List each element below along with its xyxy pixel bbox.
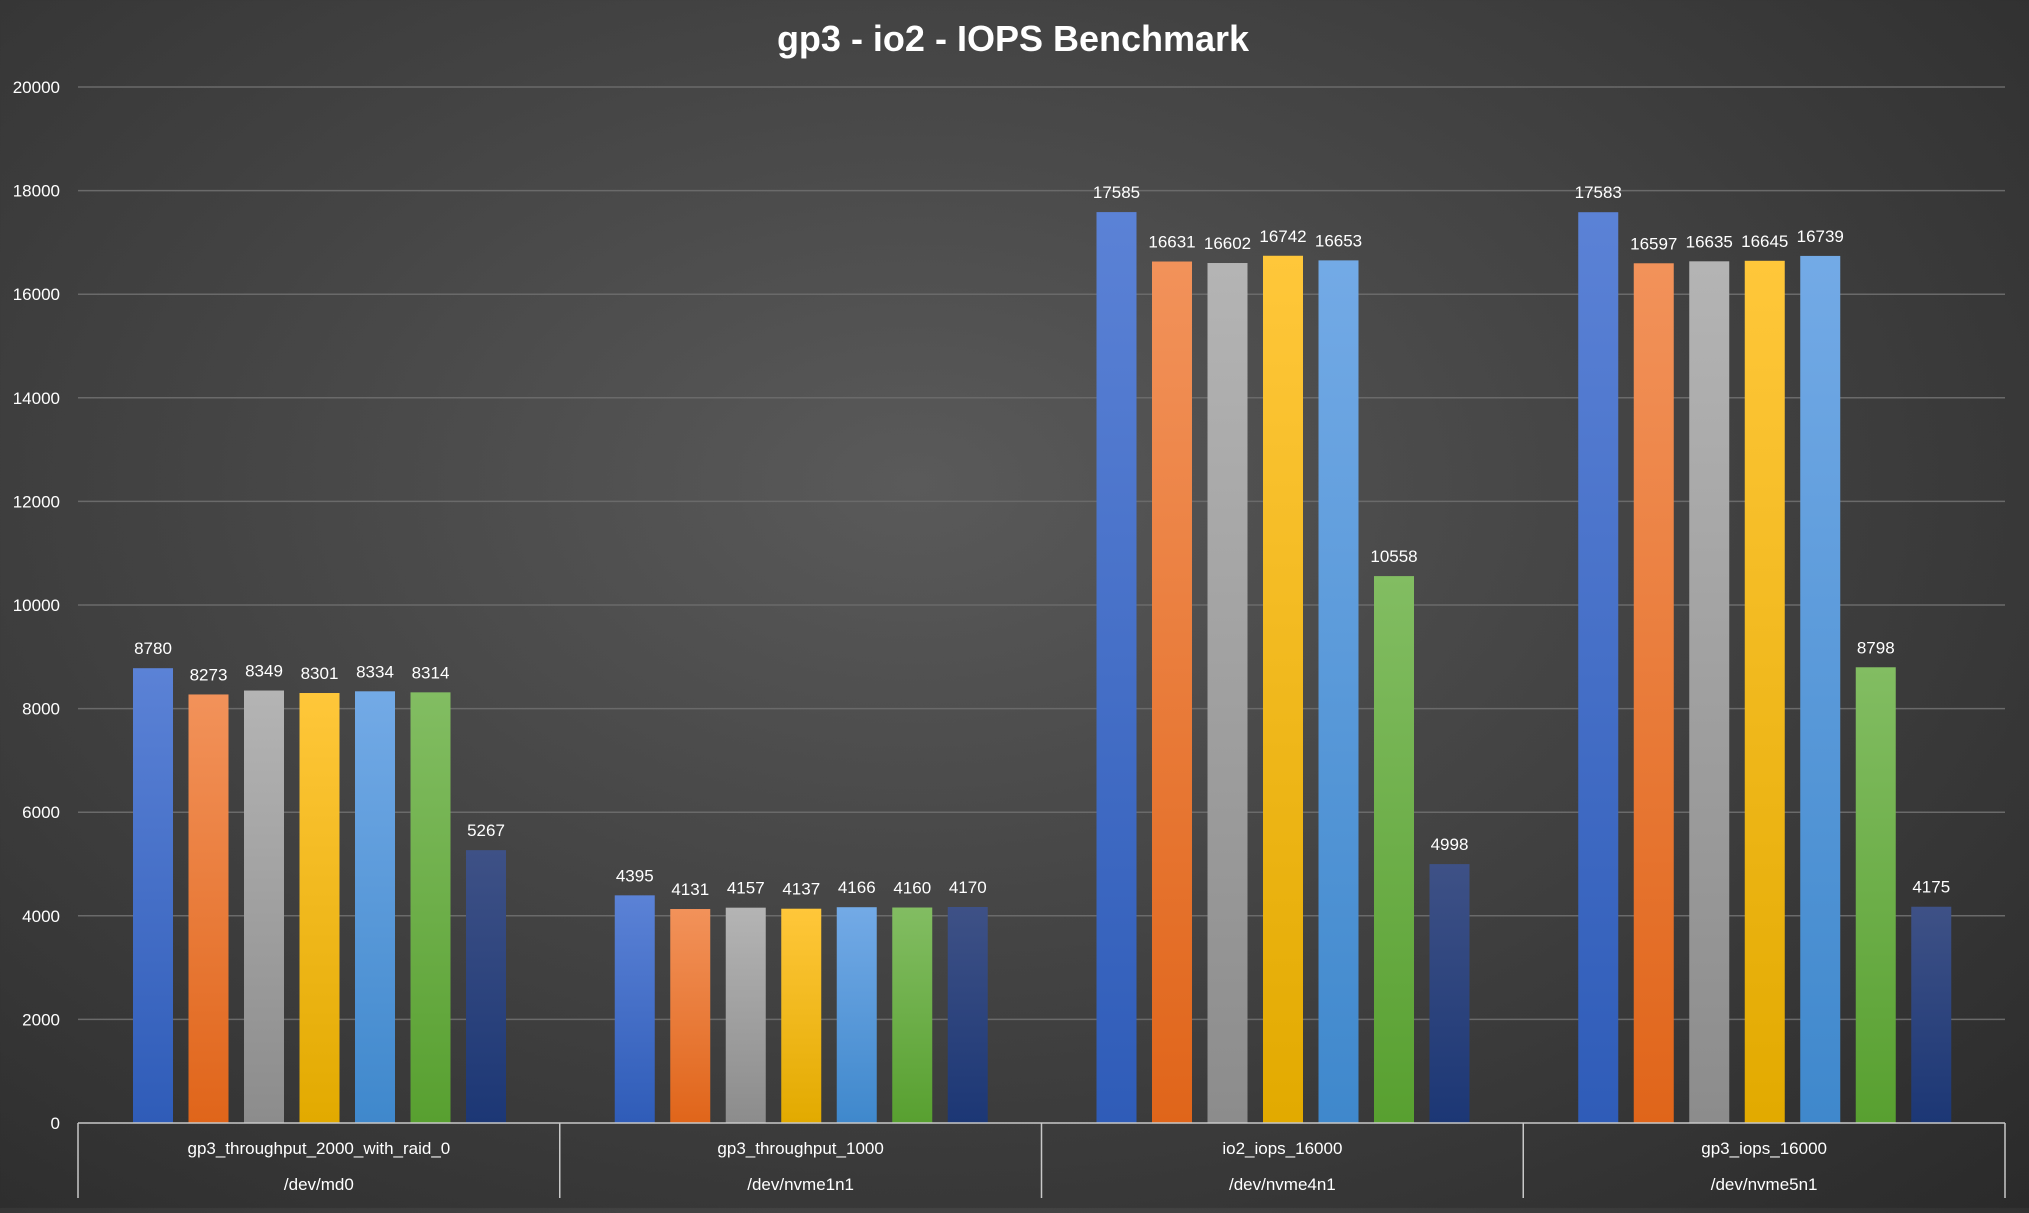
x-subcategory-label: /dev/md0	[284, 1175, 354, 1194]
bar-value-label: 16597	[1630, 234, 1677, 253]
y-tick-label: 6000	[22, 803, 60, 822]
bar-value-label: 4998	[1431, 835, 1469, 854]
bar	[1911, 906, 1952, 1123]
chart-title: gp3 - io2 - IOPS Benchmark	[777, 18, 1250, 59]
bar	[244, 690, 284, 1123]
bar-value-label: 16602	[1204, 234, 1251, 253]
bar-value-label: 4131	[671, 880, 709, 899]
gridlines	[78, 86, 2005, 1021]
bar-value-label: 5267	[467, 821, 505, 840]
x-category-label: gp3_iops_16000	[1701, 1139, 1827, 1158]
y-axis-tick-labels: 0 2000 4000 6000 8000 10000 12000 14000 16000 180…	[13, 78, 60, 1133]
bar-value-label: 8798	[1857, 638, 1895, 657]
y-tick-label: 4000	[22, 907, 60, 926]
bar-value-label: 4166	[838, 878, 876, 897]
bar	[188, 694, 229, 1123]
y-tick-label: 16000	[13, 285, 60, 304]
bar-value-label: 4170	[949, 878, 987, 897]
y-tick-label: 12000	[13, 492, 60, 511]
bar-value-label: 10558	[1370, 547, 1417, 566]
y-tick-label: 18000	[13, 182, 60, 201]
bar	[725, 907, 766, 1123]
x-category-label: gp3_throughput_2000_with_raid_0	[187, 1139, 450, 1158]
bar	[781, 908, 822, 1123]
bar-value-label: 16653	[1315, 231, 1362, 250]
bar	[1429, 864, 1470, 1123]
y-tick-label: 10000	[13, 596, 60, 615]
bar	[1096, 212, 1137, 1124]
bar	[1318, 260, 1359, 1123]
bar	[1855, 667, 1896, 1123]
bar	[614, 895, 655, 1123]
bar-value-label: 4160	[893, 879, 931, 898]
bar-value-label: 8301	[301, 664, 339, 683]
bars	[133, 212, 1952, 1124]
bar-value-label: 8314	[412, 663, 450, 682]
bar-value-label: 16739	[1797, 227, 1844, 246]
bar	[1633, 263, 1674, 1123]
bar	[947, 906, 988, 1123]
bar	[892, 907, 933, 1123]
bar	[410, 692, 451, 1123]
bar	[1374, 576, 1414, 1123]
x-category-label: gp3_throughput_1000	[717, 1139, 883, 1158]
y-tick-label: 8000	[22, 700, 60, 719]
x-axis: gp3_throughput_2000_with_raid_0/dev/md0 g…	[77, 1122, 2006, 1198]
bar	[1152, 261, 1192, 1124]
bar	[466, 850, 506, 1123]
x-subcategory-label: /dev/nvme5n1	[1711, 1175, 1818, 1194]
bar	[133, 668, 173, 1123]
x-subcategory-label: /dev/nvme4n1	[1229, 1175, 1336, 1194]
bar	[1263, 255, 1303, 1123]
y-tick-label: 14000	[13, 389, 60, 408]
bar-value-label: 8273	[190, 665, 228, 684]
bar-value-label: 8334	[356, 662, 394, 681]
bar-value-label: 16631	[1148, 233, 1195, 252]
x-subcategory-label: /dev/nvme1n1	[747, 1175, 854, 1194]
bar-value-label: 16635	[1686, 232, 1733, 251]
bar-value-label: 17585	[1093, 183, 1140, 202]
bar-value-label: 16645	[1741, 232, 1788, 251]
bar	[1800, 255, 1841, 1123]
bar	[1578, 212, 1619, 1123]
y-tick-label: 0	[51, 1114, 60, 1133]
bar	[670, 909, 711, 1123]
bar-value-label: 17583	[1575, 183, 1622, 202]
bar	[355, 691, 395, 1123]
bar-value-label: 8780	[134, 639, 172, 658]
bar-value-label: 8349	[245, 662, 283, 681]
bar	[1744, 260, 1785, 1123]
y-tick-label: 20000	[13, 78, 60, 97]
data-labels: 8780 8273 8349 8301 8334 8314 5267 4395 4131 4157…	[134, 183, 1950, 899]
bar	[299, 693, 340, 1123]
bar-value-label: 4137	[782, 880, 820, 899]
y-tick-label: 2000	[22, 1010, 60, 1029]
bar-value-label: 4395	[616, 866, 654, 885]
bar	[836, 907, 877, 1123]
bar	[1689, 261, 1730, 1123]
bar-value-label: 4157	[727, 879, 765, 898]
bar-value-label: 16742	[1259, 227, 1306, 246]
bar	[1207, 263, 1248, 1124]
bar-value-label: 4175	[1912, 878, 1950, 897]
x-category-label: io2_iops_16000	[1222, 1139, 1342, 1158]
